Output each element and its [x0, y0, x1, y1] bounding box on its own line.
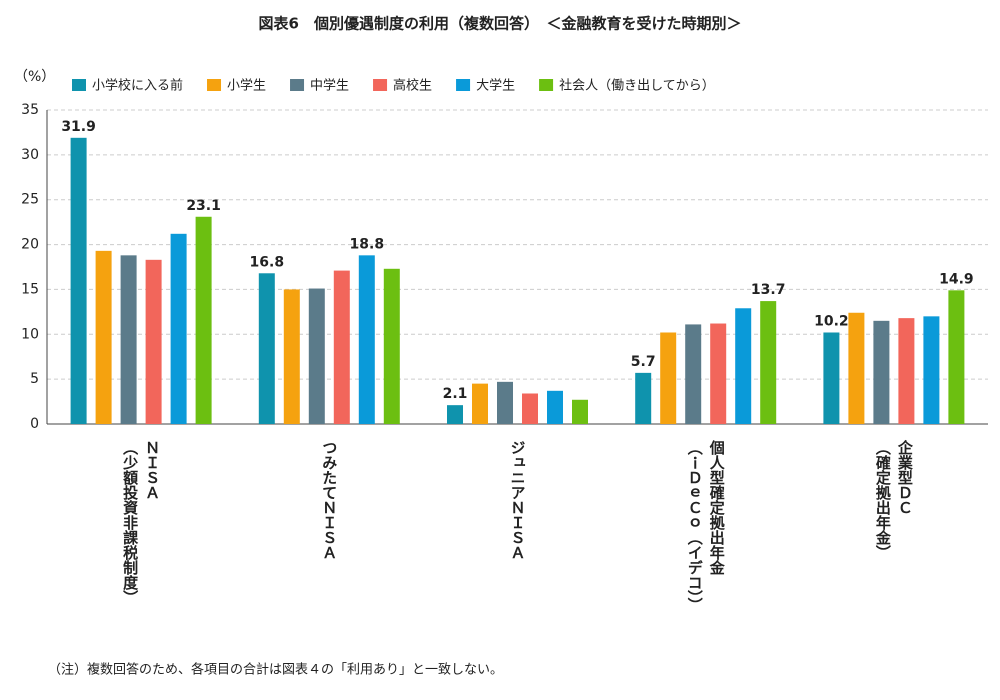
note: （注）複数回答のため、各項目の合計は図表４の「利用あり」と一致しない。 — [48, 662, 503, 678]
value-label: 14.9 — [939, 271, 974, 287]
y-tick-label: 10 — [21, 326, 39, 342]
bar — [358, 255, 375, 424]
legend-label: 高校生 — [393, 78, 432, 94]
bar — [635, 372, 652, 424]
value-label: 31.9 — [61, 119, 96, 135]
bar — [522, 393, 538, 424]
y-tick-label: 30 — [21, 147, 39, 163]
bar — [873, 320, 890, 424]
bar — [383, 268, 400, 424]
bar — [572, 399, 588, 424]
y-tick-label: 25 — [21, 192, 39, 208]
bar — [70, 137, 87, 424]
y-tick-label: 5 — [30, 371, 39, 387]
legend-swatch — [539, 79, 554, 91]
x-tick-label: ジュニアＮＩＳＡ — [508, 440, 527, 560]
value-label: 18.8 — [350, 236, 385, 252]
bar — [283, 289, 300, 424]
value-label: 23.1 — [186, 198, 221, 214]
legend-swatch — [456, 79, 471, 91]
bar — [170, 233, 187, 424]
x-tick-label: 企業型ＤＣ （確定拠出年金） — [873, 440, 914, 560]
chart-title: 図表6 個別優遇制度の利用（複数回答） ＜金融教育を受けた時期別＞ — [259, 15, 742, 33]
bar — [120, 255, 137, 424]
legend-label: 小学校に入る前 — [92, 78, 183, 94]
bar — [823, 332, 840, 424]
legend-label: 小学生 — [227, 78, 266, 94]
x-tick-label: ＮＩＳＡ （少額投資非課税制度） — [121, 440, 162, 605]
bar — [710, 323, 727, 424]
bar — [848, 312, 865, 424]
bar — [308, 288, 325, 424]
x-tick-label: つみたてＮＩＳＡ — [320, 440, 339, 560]
legend-label: 中学生 — [310, 78, 349, 94]
bar — [923, 316, 940, 424]
bar — [547, 390, 563, 424]
value-label: 5.7 — [631, 354, 656, 370]
bar — [660, 332, 677, 424]
bar — [472, 383, 488, 424]
y-tick-label: 20 — [21, 237, 39, 253]
legend-swatch — [290, 79, 305, 91]
y-tick-label: 35 — [21, 102, 39, 118]
y-tick-label: 15 — [21, 281, 39, 297]
bar — [447, 405, 463, 424]
bar — [145, 259, 162, 424]
value-label: 16.8 — [250, 254, 285, 270]
legend-swatch — [72, 79, 86, 91]
bar — [948, 290, 965, 424]
y-tick-label: 0 — [30, 416, 39, 432]
bar — [685, 324, 702, 424]
bar — [258, 273, 275, 424]
value-label: 2.1 — [443, 386, 468, 402]
bar — [735, 308, 752, 424]
legend-swatch — [373, 79, 388, 91]
legend-label: 大学生 — [476, 78, 515, 94]
bar — [333, 270, 350, 424]
value-label: 13.7 — [751, 282, 786, 298]
legend-swatch — [207, 79, 222, 91]
y-axis-label: （%） — [14, 69, 55, 85]
legend-label: 社会人（働き出してから） — [559, 78, 715, 94]
value-label: 10.2 — [814, 313, 849, 329]
bar — [95, 250, 112, 424]
bar — [898, 318, 915, 424]
x-tick-label: 個人型確定拠出年金 （ｉＤｅＣｏ（イデコ）） — [685, 440, 726, 613]
bar — [195, 216, 212, 424]
bar — [497, 381, 513, 424]
bar — [760, 301, 777, 424]
